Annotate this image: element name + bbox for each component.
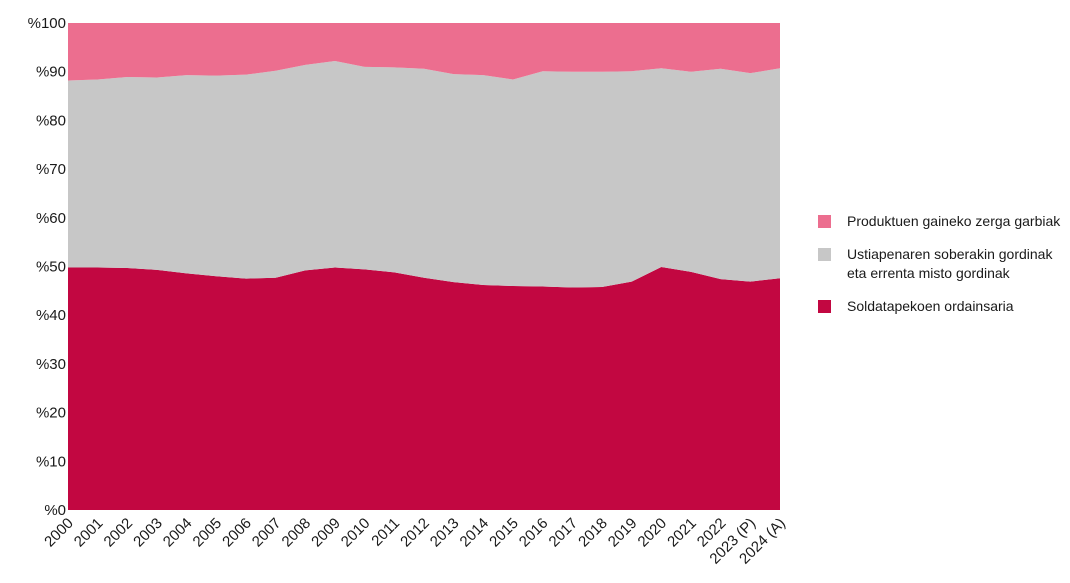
x-tick-label: 2015 [486,515,522,551]
legend-label-taxes: Produktuen gaineko zerga garbiak [847,213,1061,229]
x-tick-label: 2005 [190,515,226,551]
y-tick-label: %0 [44,502,66,519]
legend-item-operating-surplus: Ustiapenaren soberakin gordinak eta erre… [818,245,1068,283]
x-tick-label: 2018 [575,515,611,551]
x-tick-label: 2013 [427,515,463,551]
y-tick-label: %70 [36,161,66,178]
x-tick-label: 2019 [605,515,641,551]
stacked-area-chart: %0%10%20%30%40%50%60%70%80%90%100 200020… [28,15,789,568]
x-tick-label: 2016 [516,515,552,551]
x-tick-label: 2010 [338,515,374,551]
legend-item-compensation: Soldatapekoen ordainsaria [818,297,1068,316]
x-tick-label: 2002 [101,515,137,551]
legend-label-compensation: Soldatapekoen ordainsaria [847,298,1014,314]
x-tick-label: 2020 [635,515,671,551]
legend-swatch-compensation [818,300,831,313]
y-tick-label: %50 [36,259,66,276]
y-tick-label: %40 [36,307,66,324]
x-tick-label: 2017 [546,515,582,551]
y-tick-label: %90 [36,64,66,81]
y-tick-label: %20 [36,405,66,422]
x-tick-label: 2008 [279,515,315,551]
area-series-operating-surplus [68,60,780,288]
x-tick-label: 2009 [308,515,344,551]
x-axis: 2000200120022003200420052006200720082009… [41,515,789,568]
legend: Produktuen gaineko zerga garbiak Ustiape… [818,212,1068,330]
x-tick-label: 2003 [130,515,166,551]
x-tick-label: 2007 [249,515,285,551]
x-tick-label: 2014 [457,515,493,551]
y-axis: %0 %10 %20 %30 %40 %50 %60 %70 %80 %90 %100 [28,15,66,519]
x-tick-label: 2021 [664,515,700,551]
legend-swatch-taxes [818,215,831,228]
y-tick-label: %80 [36,112,66,129]
y-tick-label: %10 [36,453,66,470]
x-tick-label: 2012 [397,515,433,551]
y-tick-label: %60 [36,210,66,227]
legend-label-operating-surplus: Ustiapenaren soberakin gordinak eta erre… [847,246,1053,281]
area-series-taxes [68,23,780,81]
y-tick-label: %30 [36,356,66,373]
x-tick-label: 2000 [41,515,77,551]
x-tick-label: 2001 [71,515,107,551]
legend-item-taxes: Produktuen gaineko zerga garbiak [818,212,1068,231]
plot-area [68,23,780,510]
area-series-compensation [68,266,780,510]
x-tick-label: 2004 [160,515,196,551]
legend-swatch-operating-surplus [818,248,831,261]
y-tick-label: %100 [28,15,66,32]
x-tick-label: 2006 [219,515,255,551]
x-tick-label: 2011 [368,515,403,550]
